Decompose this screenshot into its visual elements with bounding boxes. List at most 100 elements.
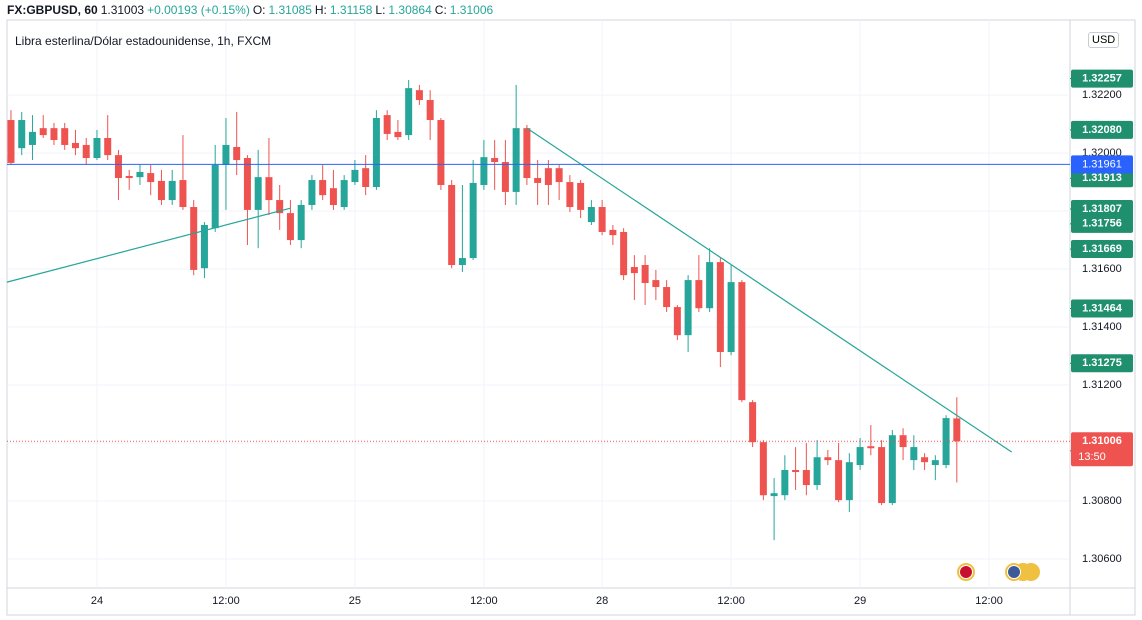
candle-body xyxy=(394,131,402,138)
candle-body xyxy=(233,146,241,161)
x-tick-label: 29 xyxy=(854,595,866,607)
o: 1.31085 xyxy=(268,3,312,17)
candle-body xyxy=(802,469,810,486)
candle-body xyxy=(190,207,198,270)
candle-body xyxy=(652,280,660,288)
candle-body xyxy=(114,155,122,179)
candle-body xyxy=(931,460,939,466)
candle-body xyxy=(878,447,886,504)
price-label: 1.31669 xyxy=(1082,243,1122,255)
candle-body xyxy=(716,262,724,352)
candle-body xyxy=(501,162,509,192)
candle-body xyxy=(555,168,563,183)
countdown: 13:50 xyxy=(1078,451,1106,463)
candle-body xyxy=(319,180,327,196)
candle-body xyxy=(50,128,58,141)
candle-body xyxy=(759,442,767,496)
candle-body xyxy=(727,282,735,352)
price-label: 1.31756 xyxy=(1082,218,1122,230)
x-tick-label: 12:00 xyxy=(975,595,1003,607)
price-label-bg xyxy=(1071,354,1133,373)
candle-body xyxy=(179,180,187,208)
candle-body xyxy=(534,178,542,183)
candle-body xyxy=(168,180,176,201)
symbol: FX:GBPUSD, 60 xyxy=(7,3,98,17)
candle-body xyxy=(781,469,789,496)
candle-body xyxy=(523,128,531,179)
candle-body xyxy=(458,258,466,266)
candle-body xyxy=(491,158,499,163)
candle-body xyxy=(953,418,961,442)
price-label: 1.31275 xyxy=(1082,357,1122,369)
candle-body xyxy=(136,171,144,178)
candle-body xyxy=(405,88,413,136)
candle-body xyxy=(297,204,305,241)
candle-body xyxy=(738,282,746,401)
candle-body xyxy=(286,213,294,241)
price-label-bg xyxy=(1071,240,1133,259)
h: 1.31158 xyxy=(329,3,373,17)
candle-body xyxy=(18,120,26,149)
candle-body xyxy=(243,158,251,210)
trendline xyxy=(526,127,1012,453)
c: 1.31006 xyxy=(449,3,494,17)
trendline xyxy=(6,207,291,283)
subtitle: Libra esterlina/Dólar estadounidense, 1h… xyxy=(15,34,272,48)
currency-button[interactable]: USD xyxy=(1088,32,1120,48)
candle-body xyxy=(7,120,15,163)
candle-body xyxy=(609,229,617,236)
price-label: 1.31807 xyxy=(1082,203,1122,215)
candle-body xyxy=(362,168,370,188)
price-label-bg xyxy=(1071,214,1133,233)
x-tick-label: 12:00 xyxy=(212,595,240,607)
candle-body xyxy=(61,128,69,145)
y-tick-label: 1.31200 xyxy=(1082,379,1122,391)
x-tick-label: 12:00 xyxy=(470,595,498,607)
candle-body xyxy=(845,462,853,501)
candle-body xyxy=(125,175,133,179)
x-tick-label: 25 xyxy=(349,595,361,607)
candle-body xyxy=(577,182,585,210)
candle-body xyxy=(93,138,101,159)
candle-body xyxy=(383,115,391,134)
candle-body xyxy=(630,267,638,274)
last: 1.31003 xyxy=(100,3,145,17)
price-label-bg xyxy=(1071,120,1133,139)
candle-body xyxy=(673,307,681,336)
x-tick-label: 28 xyxy=(596,595,608,607)
h-label: H: xyxy=(314,3,327,17)
candle-body xyxy=(598,207,606,232)
candle-body xyxy=(200,224,208,269)
price-label-bg xyxy=(1071,200,1133,219)
c-label: C: xyxy=(434,3,447,17)
price-label-bg xyxy=(1071,299,1133,318)
candle-body xyxy=(351,169,359,183)
candle-body xyxy=(448,184,456,266)
candle-body xyxy=(641,265,649,283)
candle-body xyxy=(792,469,800,473)
candle-body xyxy=(276,200,284,214)
candle-body xyxy=(82,144,90,159)
candle-body xyxy=(695,280,703,309)
x-tick-label: 24 xyxy=(91,595,103,607)
candle-body xyxy=(372,118,380,188)
candle-body xyxy=(469,182,477,259)
current-price-label: 1.31006 xyxy=(1082,435,1122,447)
candle-body xyxy=(620,231,628,276)
candle-body xyxy=(157,180,165,201)
candle-body xyxy=(544,168,552,185)
candle-body xyxy=(888,435,896,504)
candle-body xyxy=(663,287,671,308)
candle-body xyxy=(587,207,595,223)
candle-body xyxy=(480,157,488,185)
candle-body xyxy=(437,120,445,185)
candle-body xyxy=(147,173,155,183)
candle-body xyxy=(104,138,112,156)
candle-body xyxy=(512,128,520,192)
price-label-bg xyxy=(1071,69,1133,88)
candle-body xyxy=(566,182,574,208)
candle-body xyxy=(211,164,219,229)
o-label: O: xyxy=(252,3,266,17)
